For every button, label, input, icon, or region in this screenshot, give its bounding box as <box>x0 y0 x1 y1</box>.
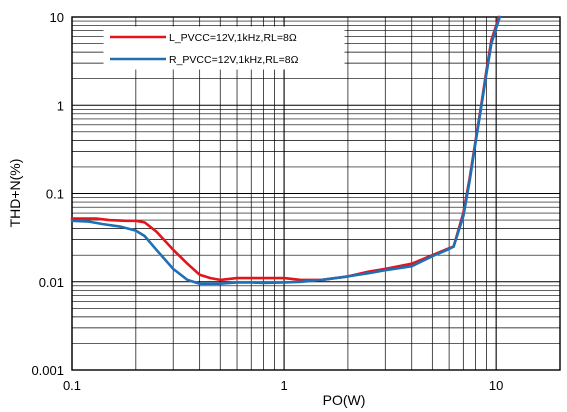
y-axis-label: THD+N(%) <box>7 159 23 228</box>
y-tick-label: 1 <box>57 98 64 113</box>
x-axis-label: PO(W) <box>323 392 366 408</box>
legend-label-0: L_PVCC=12V,1kHz,RL=8Ω <box>169 32 297 44</box>
y-tick-label: 0.01 <box>39 275 64 290</box>
y-tick-labels: 10 1 0.1 0.01 0.001 <box>31 10 64 378</box>
x-tick-label: 0.1 <box>63 378 81 393</box>
series-layer <box>70 15 502 285</box>
x-tick-label: 1 <box>280 378 287 393</box>
y-tick-label: 0.1 <box>46 187 64 202</box>
series-line-right <box>70 15 502 285</box>
y-tick-label: 10 <box>50 10 64 25</box>
x-tick-labels: 0.1 1 10 <box>63 378 503 393</box>
legend-label-1: R_PVCC=12V,1kHz,RL=8Ω <box>169 54 299 66</box>
legend-box <box>103 26 345 70</box>
x-tick-label: 10 <box>489 378 503 393</box>
legend: L_PVCC=12V,1kHz,RL=8Ω R_PVCC=12V,1kHz,RL=… <box>103 26 345 70</box>
plot-frame <box>71 16 561 371</box>
y-tick-label: 0.001 <box>31 363 64 378</box>
